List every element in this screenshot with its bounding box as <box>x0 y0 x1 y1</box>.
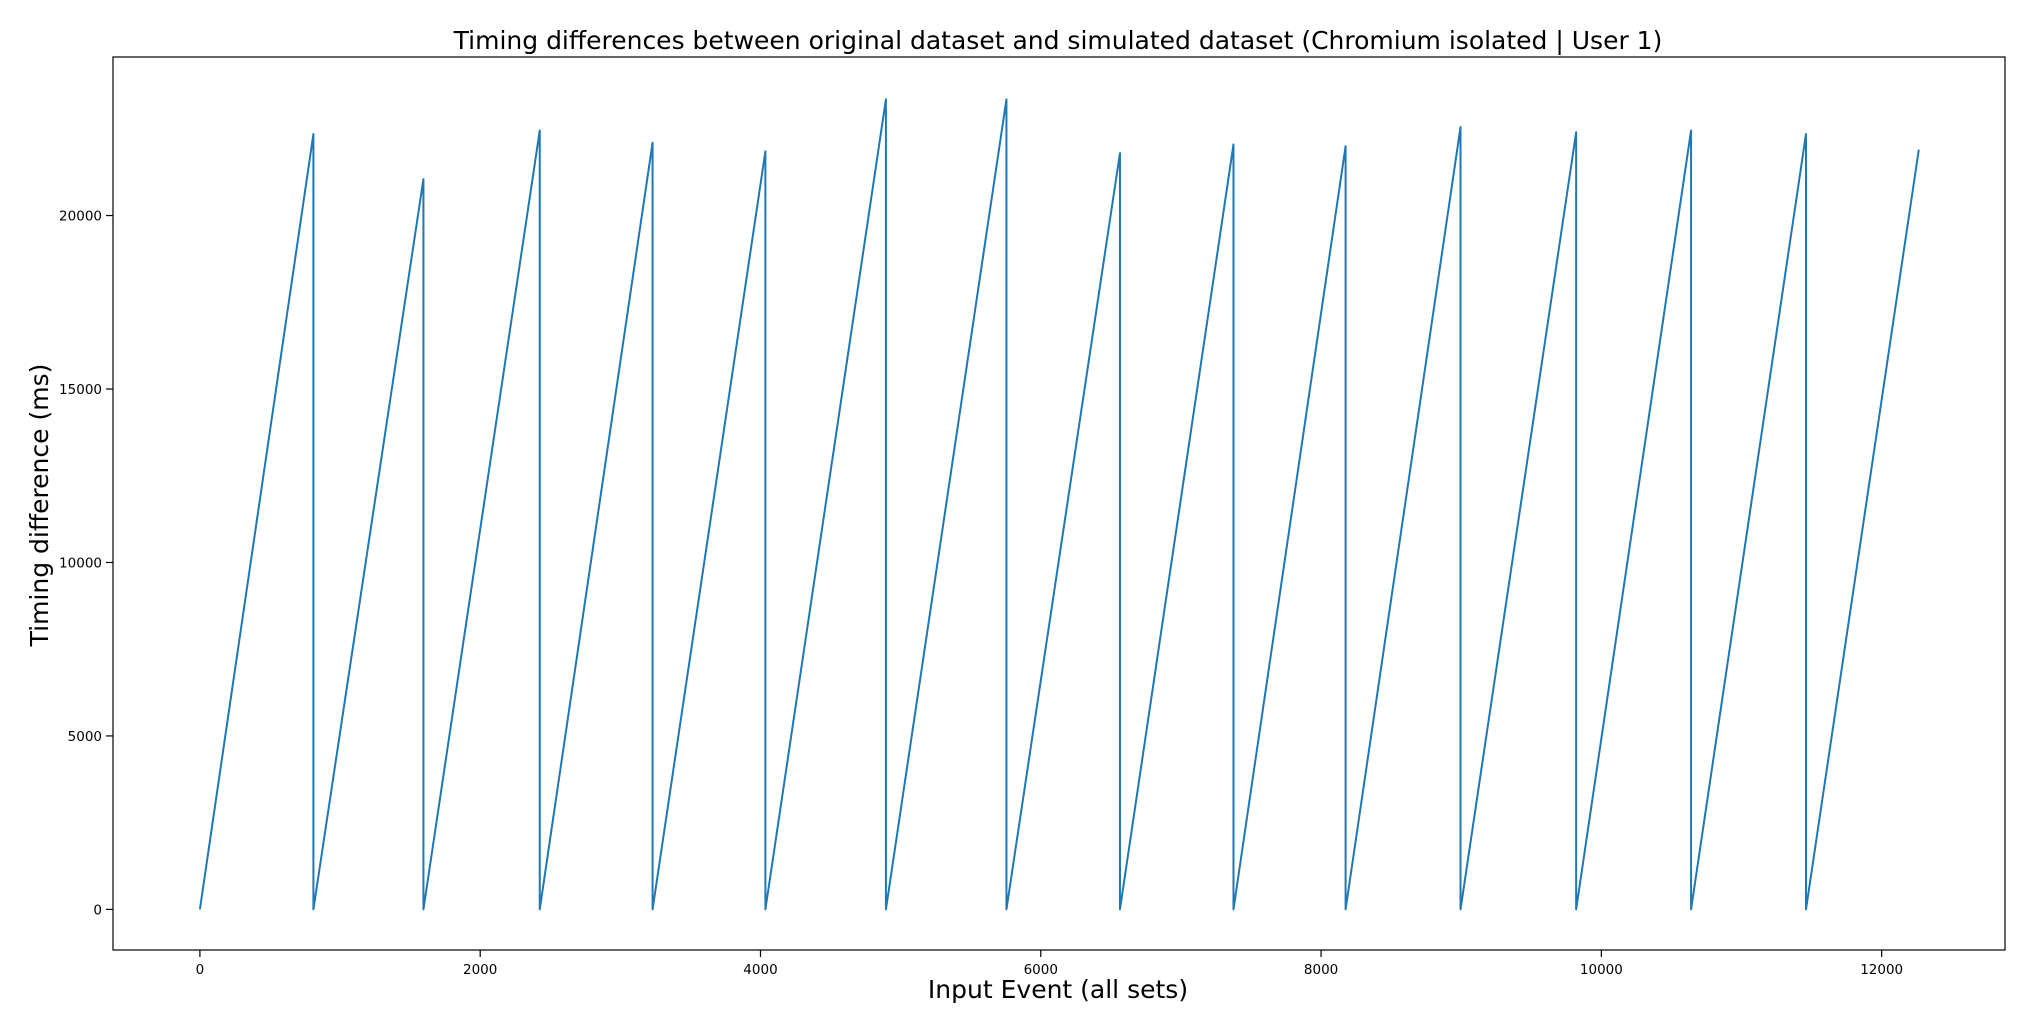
series-line-0 <box>198 98 1920 911</box>
plot-frame <box>112 56 2006 951</box>
axis-ticks: 0 2000 4000 6000 8000 10000 12000 0 5000 10000 150… <box>59 209 1903 978</box>
chart-title: Timing differences between original data… <box>453 26 1663 55</box>
x-tick-label: 0 <box>196 962 205 978</box>
x-tick-label: 10000 <box>1580 962 1623 978</box>
x-tick-label: 8000 <box>1304 962 1338 978</box>
y-tick-label: 20000 <box>59 209 102 225</box>
y-tick-label: 10000 <box>59 555 102 571</box>
y-tick-label: 5000 <box>68 729 102 745</box>
x-tick-label: 4000 <box>743 962 777 978</box>
y-tick-label: 15000 <box>59 382 102 398</box>
y-axis-title: Timing difference (ms) <box>25 364 54 648</box>
x-tick-label: 6000 <box>1024 962 1058 978</box>
x-axis-title: Input Event (all sets) <box>928 975 1188 1004</box>
x-tick-label: 2000 <box>463 962 497 978</box>
x-tick-label: 12000 <box>1860 962 1903 978</box>
plot-area <box>198 98 1920 911</box>
y-tick-label: 0 <box>93 902 102 918</box>
